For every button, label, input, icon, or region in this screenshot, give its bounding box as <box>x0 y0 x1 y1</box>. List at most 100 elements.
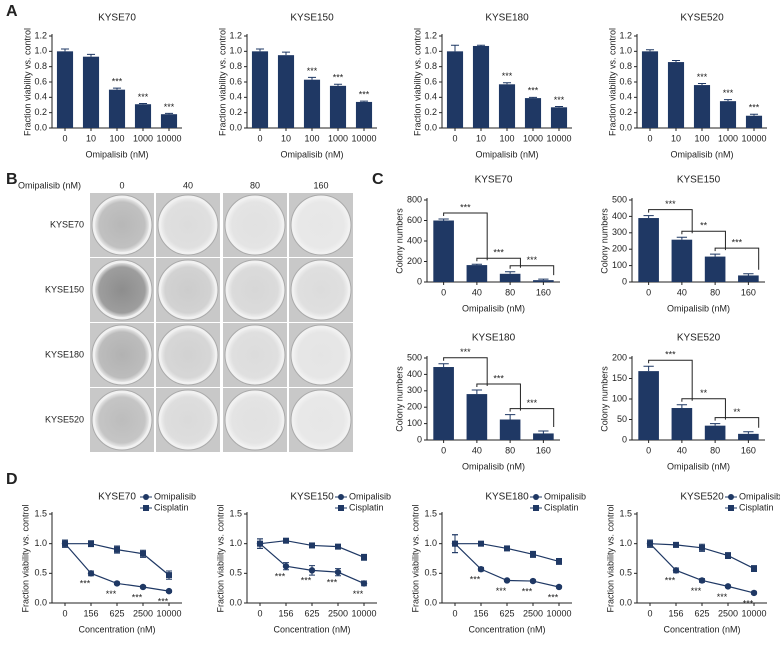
error-bar <box>471 263 483 266</box>
error-bar <box>749 113 759 116</box>
significance-label: *** <box>548 592 559 602</box>
marker <box>113 580 121 587</box>
dish-colonies <box>161 328 215 382</box>
y-tick-label: 1.5 <box>34 508 47 518</box>
x-tick-label: 10000 <box>156 608 181 618</box>
marker <box>257 540 263 547</box>
marker <box>478 540 484 547</box>
comparison-bracket <box>681 230 726 251</box>
bar <box>433 367 454 440</box>
comparison-label: ** <box>733 407 741 417</box>
error-bar <box>504 414 516 420</box>
x-tick-label: 80 <box>710 287 720 297</box>
y-tick-label: 1.5 <box>424 508 437 518</box>
significance-label: *** <box>502 71 513 81</box>
error-bar <box>528 96 538 99</box>
y-tick-label: 0.8 <box>424 61 437 71</box>
y-tick-label: 0.0 <box>424 122 437 132</box>
y-tick-label: 0 <box>417 276 422 286</box>
comparison-bracket <box>681 398 726 420</box>
bar <box>550 107 568 128</box>
comparison-label: *** <box>527 398 538 408</box>
chart-title: KYSE180 <box>472 333 516 344</box>
y-tick-label: 0.0 <box>34 122 47 132</box>
y-tick-label: 0 <box>417 434 422 444</box>
comparison-label: ** <box>700 388 708 398</box>
x-tick-label: 10 <box>281 133 291 143</box>
marker <box>62 540 68 547</box>
y-tick-label: 1.0 <box>424 46 437 56</box>
marker <box>88 540 94 547</box>
comparison-label: *** <box>665 199 676 209</box>
significance-label: *** <box>749 103 760 113</box>
error-bar <box>538 278 549 281</box>
error-bar <box>359 100 369 102</box>
x-tick-label: 40 <box>677 287 687 297</box>
marker <box>725 552 731 559</box>
cell-line-label: KYSE70 <box>50 219 84 229</box>
x-tick-label: 10 <box>86 133 96 143</box>
x-tick-label: 0 <box>646 287 651 297</box>
comparison-label: *** <box>460 202 471 212</box>
dish-colonies <box>95 263 149 317</box>
x-tick-label: 0 <box>62 133 67 143</box>
y-tick-label: 1.0 <box>424 538 437 548</box>
axis-line <box>636 512 767 604</box>
significance-label: *** <box>496 586 507 596</box>
y-tick-label: 200 <box>612 244 627 254</box>
x-tick-label: 0 <box>441 445 446 455</box>
significance-label: *** <box>359 90 370 100</box>
y-axis-label: Colony numbers <box>394 366 404 432</box>
error-bar <box>307 76 317 80</box>
chart-title: KYSE70 <box>475 175 513 186</box>
x-tick-label: 80 <box>710 445 720 455</box>
bar <box>738 275 759 282</box>
x-tick-label: 10000 <box>546 608 571 618</box>
y-tick-label: 0.5 <box>229 568 242 578</box>
error-bar <box>471 389 483 395</box>
x-axis-label: Omipalisib (nM) <box>462 461 525 471</box>
x-tick-label: 2500 <box>523 608 543 618</box>
comparison-bracket <box>714 417 760 428</box>
x-tick-label: 1000 <box>718 133 738 143</box>
comparison-bracket <box>714 247 760 270</box>
error-bar <box>709 253 721 257</box>
x-tick-label: 100 <box>304 133 319 143</box>
y-tick-label: 0.0 <box>229 122 242 132</box>
y-tick-label: 1.0 <box>229 538 242 548</box>
y-axis-label: Fraction viability vs. control <box>412 28 422 136</box>
x-tick-label: 1000 <box>523 133 543 143</box>
x-tick-label: 156 <box>278 608 293 618</box>
marker <box>556 558 562 565</box>
x-axis-label: Concentration (nM) <box>468 624 545 634</box>
y-tick-label: 50 <box>617 414 627 424</box>
y-tick-label: 200 <box>407 256 422 266</box>
bar <box>134 104 152 128</box>
x-tick-label: 160 <box>536 445 551 455</box>
x-tick-label: 156 <box>473 608 488 618</box>
x-tick-label: 100 <box>499 133 514 143</box>
dish-colonies <box>95 328 149 382</box>
x-tick-label: 2500 <box>133 608 153 618</box>
bar <box>693 85 711 128</box>
marker <box>555 583 563 591</box>
error-bar <box>112 87 122 90</box>
y-axis-label: Fraction viability vs. control <box>217 28 227 136</box>
bar <box>638 371 659 440</box>
error-bar <box>255 48 265 52</box>
marker <box>309 542 315 549</box>
dish-colonies <box>228 263 282 317</box>
marker <box>360 580 368 587</box>
comparison-bracket <box>443 212 488 261</box>
y-axis-label: Fraction viability vs. control <box>607 28 617 136</box>
bar <box>533 433 554 440</box>
error-bar <box>676 236 688 240</box>
x-tick-label: 0 <box>257 133 262 143</box>
marker <box>477 565 485 573</box>
significance-label: *** <box>138 92 149 102</box>
x-tick-label: 625 <box>109 608 124 618</box>
dish-colonies <box>95 198 149 252</box>
y-tick-label: 0.4 <box>619 92 632 102</box>
x-axis-label: Omipalisib (nM) <box>670 149 733 159</box>
y-tick-label: 0.0 <box>229 597 242 607</box>
